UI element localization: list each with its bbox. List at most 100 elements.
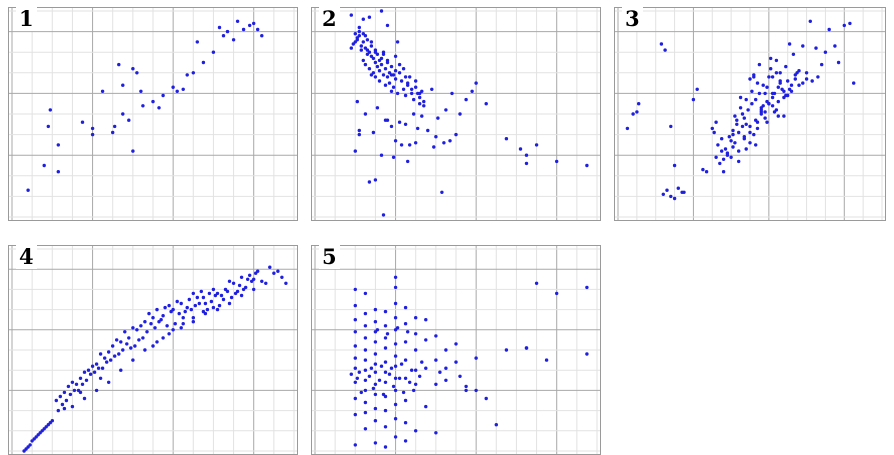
data-point <box>755 81 760 85</box>
data-point <box>80 120 85 124</box>
data-point <box>625 126 630 131</box>
data-point <box>193 303 197 308</box>
data-point <box>555 291 559 296</box>
data-point <box>750 89 754 94</box>
data-point <box>767 75 771 79</box>
data-point <box>135 71 139 75</box>
data-point <box>197 301 201 306</box>
data-point <box>131 149 135 153</box>
data-point <box>804 71 809 75</box>
data-point <box>635 110 639 114</box>
data-point <box>383 445 388 449</box>
data-point <box>776 85 780 89</box>
data-point <box>776 99 780 104</box>
data-point <box>357 370 361 374</box>
data-point <box>789 83 794 87</box>
data-point <box>391 155 396 159</box>
data-point <box>181 316 185 320</box>
data-point <box>784 64 788 69</box>
data-point <box>235 19 240 23</box>
data-point <box>181 322 185 326</box>
data-point <box>78 376 83 380</box>
data-point <box>797 69 801 73</box>
data-point <box>672 196 677 201</box>
data-point <box>175 89 179 94</box>
data-point <box>143 320 147 324</box>
data-point <box>189 307 193 312</box>
data-point <box>814 46 818 50</box>
data-point <box>827 27 831 32</box>
data-point <box>241 287 246 292</box>
data-point <box>414 382 418 386</box>
data-point <box>373 419 378 423</box>
data-point <box>458 374 462 378</box>
data-point <box>585 352 589 356</box>
data-point <box>672 163 677 168</box>
data-point <box>524 153 529 157</box>
data-point <box>143 348 147 352</box>
data-point <box>464 388 468 393</box>
data-point <box>381 73 386 77</box>
data-point <box>518 147 523 151</box>
data-point <box>80 382 85 386</box>
data-point <box>363 348 368 352</box>
data-point <box>793 77 797 81</box>
data-point <box>70 380 75 384</box>
data-point <box>740 124 745 129</box>
data-point <box>701 167 705 172</box>
panel-label-2: 2 <box>319 7 340 31</box>
data-point <box>252 287 256 292</box>
data-point <box>397 62 402 67</box>
data-point <box>264 281 268 285</box>
data-point <box>149 322 153 326</box>
data-point <box>393 435 398 439</box>
data-point <box>389 73 394 77</box>
data-point <box>414 429 418 433</box>
panel-3: 3 <box>614 7 886 221</box>
data-point <box>389 64 394 69</box>
data-point <box>585 163 589 168</box>
data-point <box>207 291 212 296</box>
data-point <box>373 307 378 312</box>
data-point <box>181 87 185 92</box>
data-point <box>119 340 123 344</box>
data-point <box>716 143 720 147</box>
data-point <box>718 161 722 166</box>
data-point <box>663 48 667 52</box>
data-point <box>54 398 58 403</box>
data-point <box>353 356 357 360</box>
data-point <box>714 120 718 124</box>
data-point <box>731 145 735 149</box>
data-point <box>353 366 357 370</box>
data-point <box>109 358 113 362</box>
data-point <box>759 112 763 116</box>
data-point <box>669 124 673 129</box>
data-point <box>769 56 773 61</box>
data-point <box>755 126 760 131</box>
data-point <box>377 58 382 63</box>
data-point <box>155 340 159 344</box>
data-point <box>373 441 378 445</box>
data-point <box>665 188 669 192</box>
data-point <box>414 332 418 336</box>
data-point <box>748 77 752 81</box>
data-point <box>808 19 812 23</box>
data-point <box>44 425 48 429</box>
data-point <box>770 75 775 79</box>
data-point <box>353 318 357 322</box>
data-point <box>28 443 32 447</box>
data-point <box>161 93 165 98</box>
data-point <box>448 139 452 143</box>
data-point <box>555 159 559 164</box>
data-point <box>215 291 220 296</box>
data-point <box>84 378 89 382</box>
data-point <box>113 124 117 129</box>
data-point <box>403 421 408 425</box>
data-point <box>782 95 786 100</box>
data-point <box>100 366 105 370</box>
data-point <box>721 170 726 174</box>
data-point <box>248 273 252 277</box>
data-point <box>373 60 378 65</box>
data-point <box>276 269 280 273</box>
data-point <box>385 60 390 65</box>
